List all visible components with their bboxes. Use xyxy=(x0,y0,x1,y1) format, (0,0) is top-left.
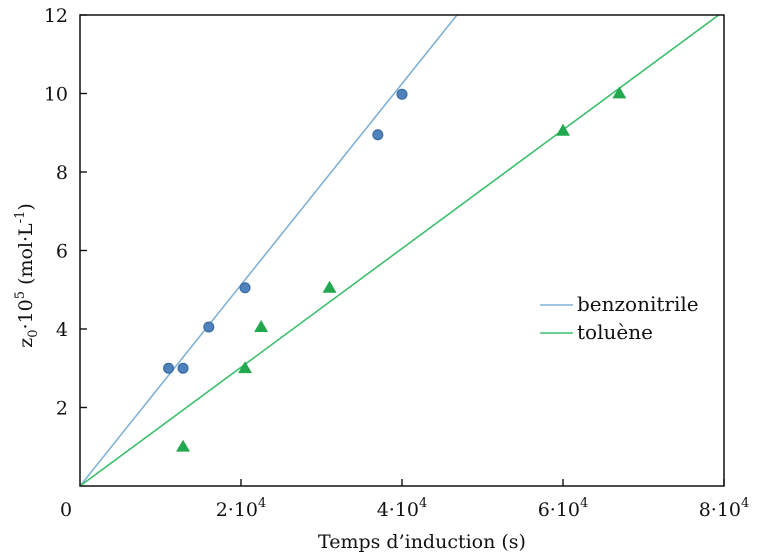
point-series-1-1 xyxy=(163,362,175,374)
y-tick-label: 12 xyxy=(44,5,68,27)
y-label-prefix: z xyxy=(15,338,37,348)
data-points xyxy=(163,86,627,452)
x-tick-label: 2·104 xyxy=(216,496,267,521)
y-label-unit-open: (mol·L xyxy=(15,223,37,291)
x-tick-label: 8·104 xyxy=(699,496,750,521)
x-tick-label: 6·104 xyxy=(538,496,589,521)
x-tick-label: 4·104 xyxy=(377,496,428,521)
point-series-2-2 xyxy=(238,361,253,374)
fit-lines xyxy=(80,15,721,486)
point-series-2-4 xyxy=(322,280,337,293)
fit-line-1 xyxy=(80,15,459,486)
x-axis-ticks: 0 2·104 4·104 6·104 8·104 xyxy=(60,479,749,521)
point-series-2-5 xyxy=(556,123,570,136)
y-tick-label: 2 xyxy=(56,398,68,420)
point-series-1-6 xyxy=(396,88,408,100)
point-series-1-5 xyxy=(372,129,384,141)
y-tick-label: 6 xyxy=(56,241,68,263)
legend-label-1: benzonitrile xyxy=(577,292,699,316)
x-axis-label: Temps d’induction (s) xyxy=(318,531,526,553)
y-tick-label: 4 xyxy=(56,319,68,341)
y-label-mid: ·10 xyxy=(15,299,37,329)
x-tick-label: 0 xyxy=(60,499,72,521)
point-series-2-6 xyxy=(612,86,627,99)
point-series-2-3 xyxy=(254,320,269,332)
fit-line-2 xyxy=(80,15,721,486)
y-label-unit-close: ) xyxy=(15,203,37,210)
legend-label-2: toluène xyxy=(577,320,653,344)
y-label-sup: 5 xyxy=(13,291,28,299)
y-label-unit-sup: -1 xyxy=(13,211,28,224)
legend: benzonitrile toluène xyxy=(540,292,699,344)
y-label-sub: 0 xyxy=(26,329,41,337)
y-tick-label: 10 xyxy=(44,84,68,106)
y-tick-label: 8 xyxy=(56,162,68,184)
y-axis-label: z0·105 (mol·L-1) xyxy=(13,203,41,348)
point-series-1-3 xyxy=(203,321,215,333)
point-series-1-4 xyxy=(239,282,251,294)
point-series-2-1 xyxy=(176,439,191,452)
y-axis-ticks: 2 4 6 8 10 12 xyxy=(44,5,87,420)
point-series-1-2 xyxy=(177,362,189,374)
